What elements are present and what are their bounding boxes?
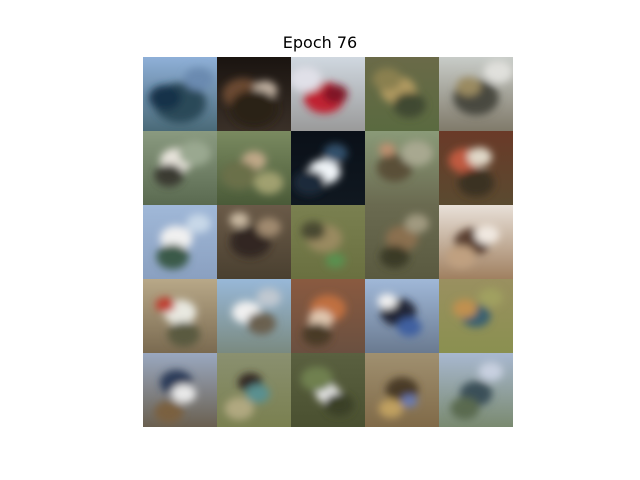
generated-sample-image <box>439 57 513 131</box>
generated-sample-image <box>365 205 439 279</box>
figure-title: Epoch 76 <box>282 33 358 52</box>
sample-image-grid <box>143 57 513 427</box>
generated-sample-image <box>143 353 217 427</box>
generated-sample-image <box>291 279 365 353</box>
generated-sample-image <box>291 353 365 427</box>
generated-sample-image <box>291 57 365 131</box>
generated-sample-image <box>365 279 439 353</box>
generated-sample-image <box>365 57 439 131</box>
generated-sample-image <box>439 353 513 427</box>
generated-sample-image <box>143 57 217 131</box>
generated-sample-image <box>365 131 439 205</box>
generated-sample-image <box>217 353 291 427</box>
generated-sample-image <box>291 131 365 205</box>
generated-sample-image <box>143 279 217 353</box>
generated-sample-image <box>143 205 217 279</box>
generated-sample-image <box>217 131 291 205</box>
generated-sample-image <box>291 205 365 279</box>
generated-sample-image <box>217 279 291 353</box>
generated-sample-image <box>143 131 217 205</box>
generated-sample-image <box>439 279 513 353</box>
generated-sample-image <box>217 57 291 131</box>
generated-sample-image <box>365 353 439 427</box>
generated-sample-image <box>439 205 513 279</box>
generated-sample-image <box>217 205 291 279</box>
generated-sample-image <box>439 131 513 205</box>
